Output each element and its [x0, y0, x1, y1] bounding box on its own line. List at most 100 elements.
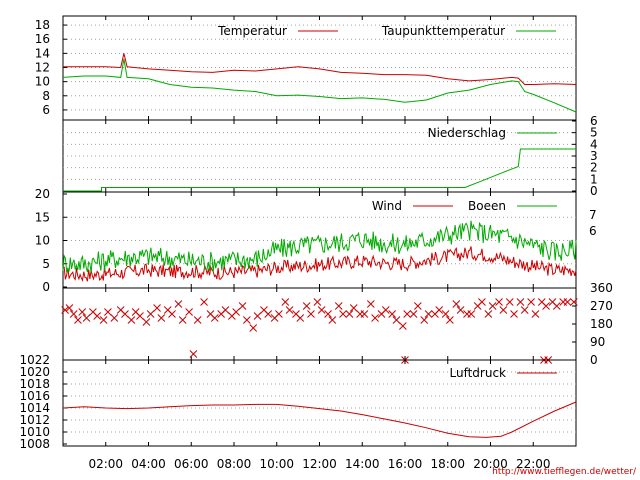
y-tick-label-right: 7: [589, 208, 597, 222]
direction-marker: [189, 350, 198, 358]
y-tick-label: 12: [35, 61, 50, 75]
direction-marker: [104, 308, 112, 316]
direction-marker: [307, 310, 315, 318]
direction-marker: [334, 302, 343, 310]
direction-marker: [484, 310, 493, 318]
series-line-Boeen: [62, 220, 577, 273]
direction-marker: [328, 316, 337, 324]
direction-marker: [61, 306, 69, 314]
direction-marker: [435, 306, 444, 314]
direction-marker: [542, 302, 550, 310]
direction-marker: [452, 300, 461, 308]
series-line-Wind: [62, 246, 577, 283]
direction-marker: [313, 298, 322, 306]
y-tick-label: 8: [42, 89, 50, 103]
direction-marker: [99, 316, 108, 324]
y-tick-label: 1020: [19, 365, 50, 379]
y-tick-label: 0: [42, 280, 50, 294]
direction-marker: [366, 300, 375, 308]
direction-marker: [153, 304, 161, 312]
direction-marker: [527, 298, 535, 306]
direction-marker: [388, 310, 397, 318]
direction-marker: [174, 300, 183, 308]
legend-label: Taupunkttemperatur: [381, 24, 505, 38]
x-tick-label: 06:00: [174, 457, 209, 471]
series-line-Temperatur: [63, 53, 577, 85]
x-tick-label: 10:00: [259, 457, 294, 471]
direction-marker: [200, 298, 208, 306]
direction-marker: [210, 314, 219, 322]
y-tick-label: 10: [35, 234, 50, 248]
direction-marker: [142, 318, 151, 326]
direction-marker: [178, 316, 187, 324]
direction-marker: [478, 298, 486, 306]
y-tick-label: 1022: [19, 353, 50, 367]
y-tick-label: 90: [590, 335, 605, 349]
direction-marker: [78, 308, 87, 316]
y-tick-label-right: 6: [589, 224, 597, 238]
direction-marker: [281, 298, 290, 306]
direction-marker: [74, 316, 82, 324]
direction-marker: [505, 298, 514, 306]
direction-marker: [302, 302, 311, 310]
y-tick-label: 15: [35, 210, 50, 224]
y-tick-label: 180: [590, 317, 613, 331]
direction-marker: [136, 312, 144, 320]
legend-label: Niederschlag: [428, 126, 506, 140]
direction-marker: [520, 306, 529, 314]
x-tick-label: 02:00: [88, 457, 123, 471]
direction-marker: [424, 310, 433, 318]
direction-marker: [345, 310, 354, 318]
direction-marker: [317, 306, 326, 314]
direction-marker: [253, 312, 262, 320]
x-tick-label: 18:00: [430, 457, 465, 471]
y-tick-label: 270: [590, 299, 613, 313]
direction-marker: [570, 298, 578, 306]
direction-marker: [238, 302, 247, 310]
panel-winddir: 0 90 180 270 360: [61, 281, 613, 367]
direction-marker: [249, 324, 258, 332]
y-tick-label: 1018: [19, 377, 50, 391]
direction-marker: [285, 306, 294, 314]
y-tick-label: 6: [42, 103, 50, 117]
direction-marker: [446, 316, 454, 324]
y-tick-label: 1: [590, 172, 598, 186]
y-tick-label: 1016: [19, 389, 50, 403]
y-tick-label: 1010: [19, 425, 50, 439]
y-tick-label: 0: [590, 184, 598, 198]
y-tick-label: 1012: [19, 413, 50, 427]
direction-marker: [413, 302, 422, 310]
direction-marker: [392, 316, 401, 324]
direction-marker: [264, 310, 273, 318]
x-tick-label: 08:00: [217, 457, 252, 471]
series-line-Luftdruck: [62, 401, 577, 438]
direction-marker: [456, 306, 465, 314]
direction-marker: [552, 302, 561, 310]
direction-marker: [349, 304, 358, 312]
direction-marker: [127, 316, 136, 324]
direction-marker: [488, 302, 497, 310]
y-tick-label: 1014: [19, 401, 50, 415]
y-tick-label: 2: [590, 161, 598, 175]
legend-label: Wind: [372, 199, 402, 213]
direction-marker: [371, 314, 379, 322]
source-url[interactable]: http://www.tiefflegen.de/wetter/: [492, 467, 637, 477]
x-tick-label: 20:00: [473, 457, 508, 471]
series-line-Taupunkttemperatur: [62, 58, 577, 113]
direction-marker: [531, 310, 540, 318]
y-tick-label: 360: [590, 281, 613, 295]
direction-marker: [185, 308, 193, 316]
direction-marker: [467, 310, 476, 318]
direction-marker: [420, 316, 429, 324]
y-tick-label: 6: [590, 114, 598, 128]
y-tick-label: 5: [42, 257, 50, 271]
direction-marker: [221, 306, 230, 314]
y-tick-label: 5: [590, 126, 598, 140]
direction-marker: [339, 310, 347, 318]
direction-marker: [65, 304, 74, 312]
direction-marker: [93, 312, 102, 320]
direction-marker: [409, 310, 418, 318]
direction-marker: [146, 310, 155, 318]
x-tick-label: 22:00: [516, 457, 551, 471]
